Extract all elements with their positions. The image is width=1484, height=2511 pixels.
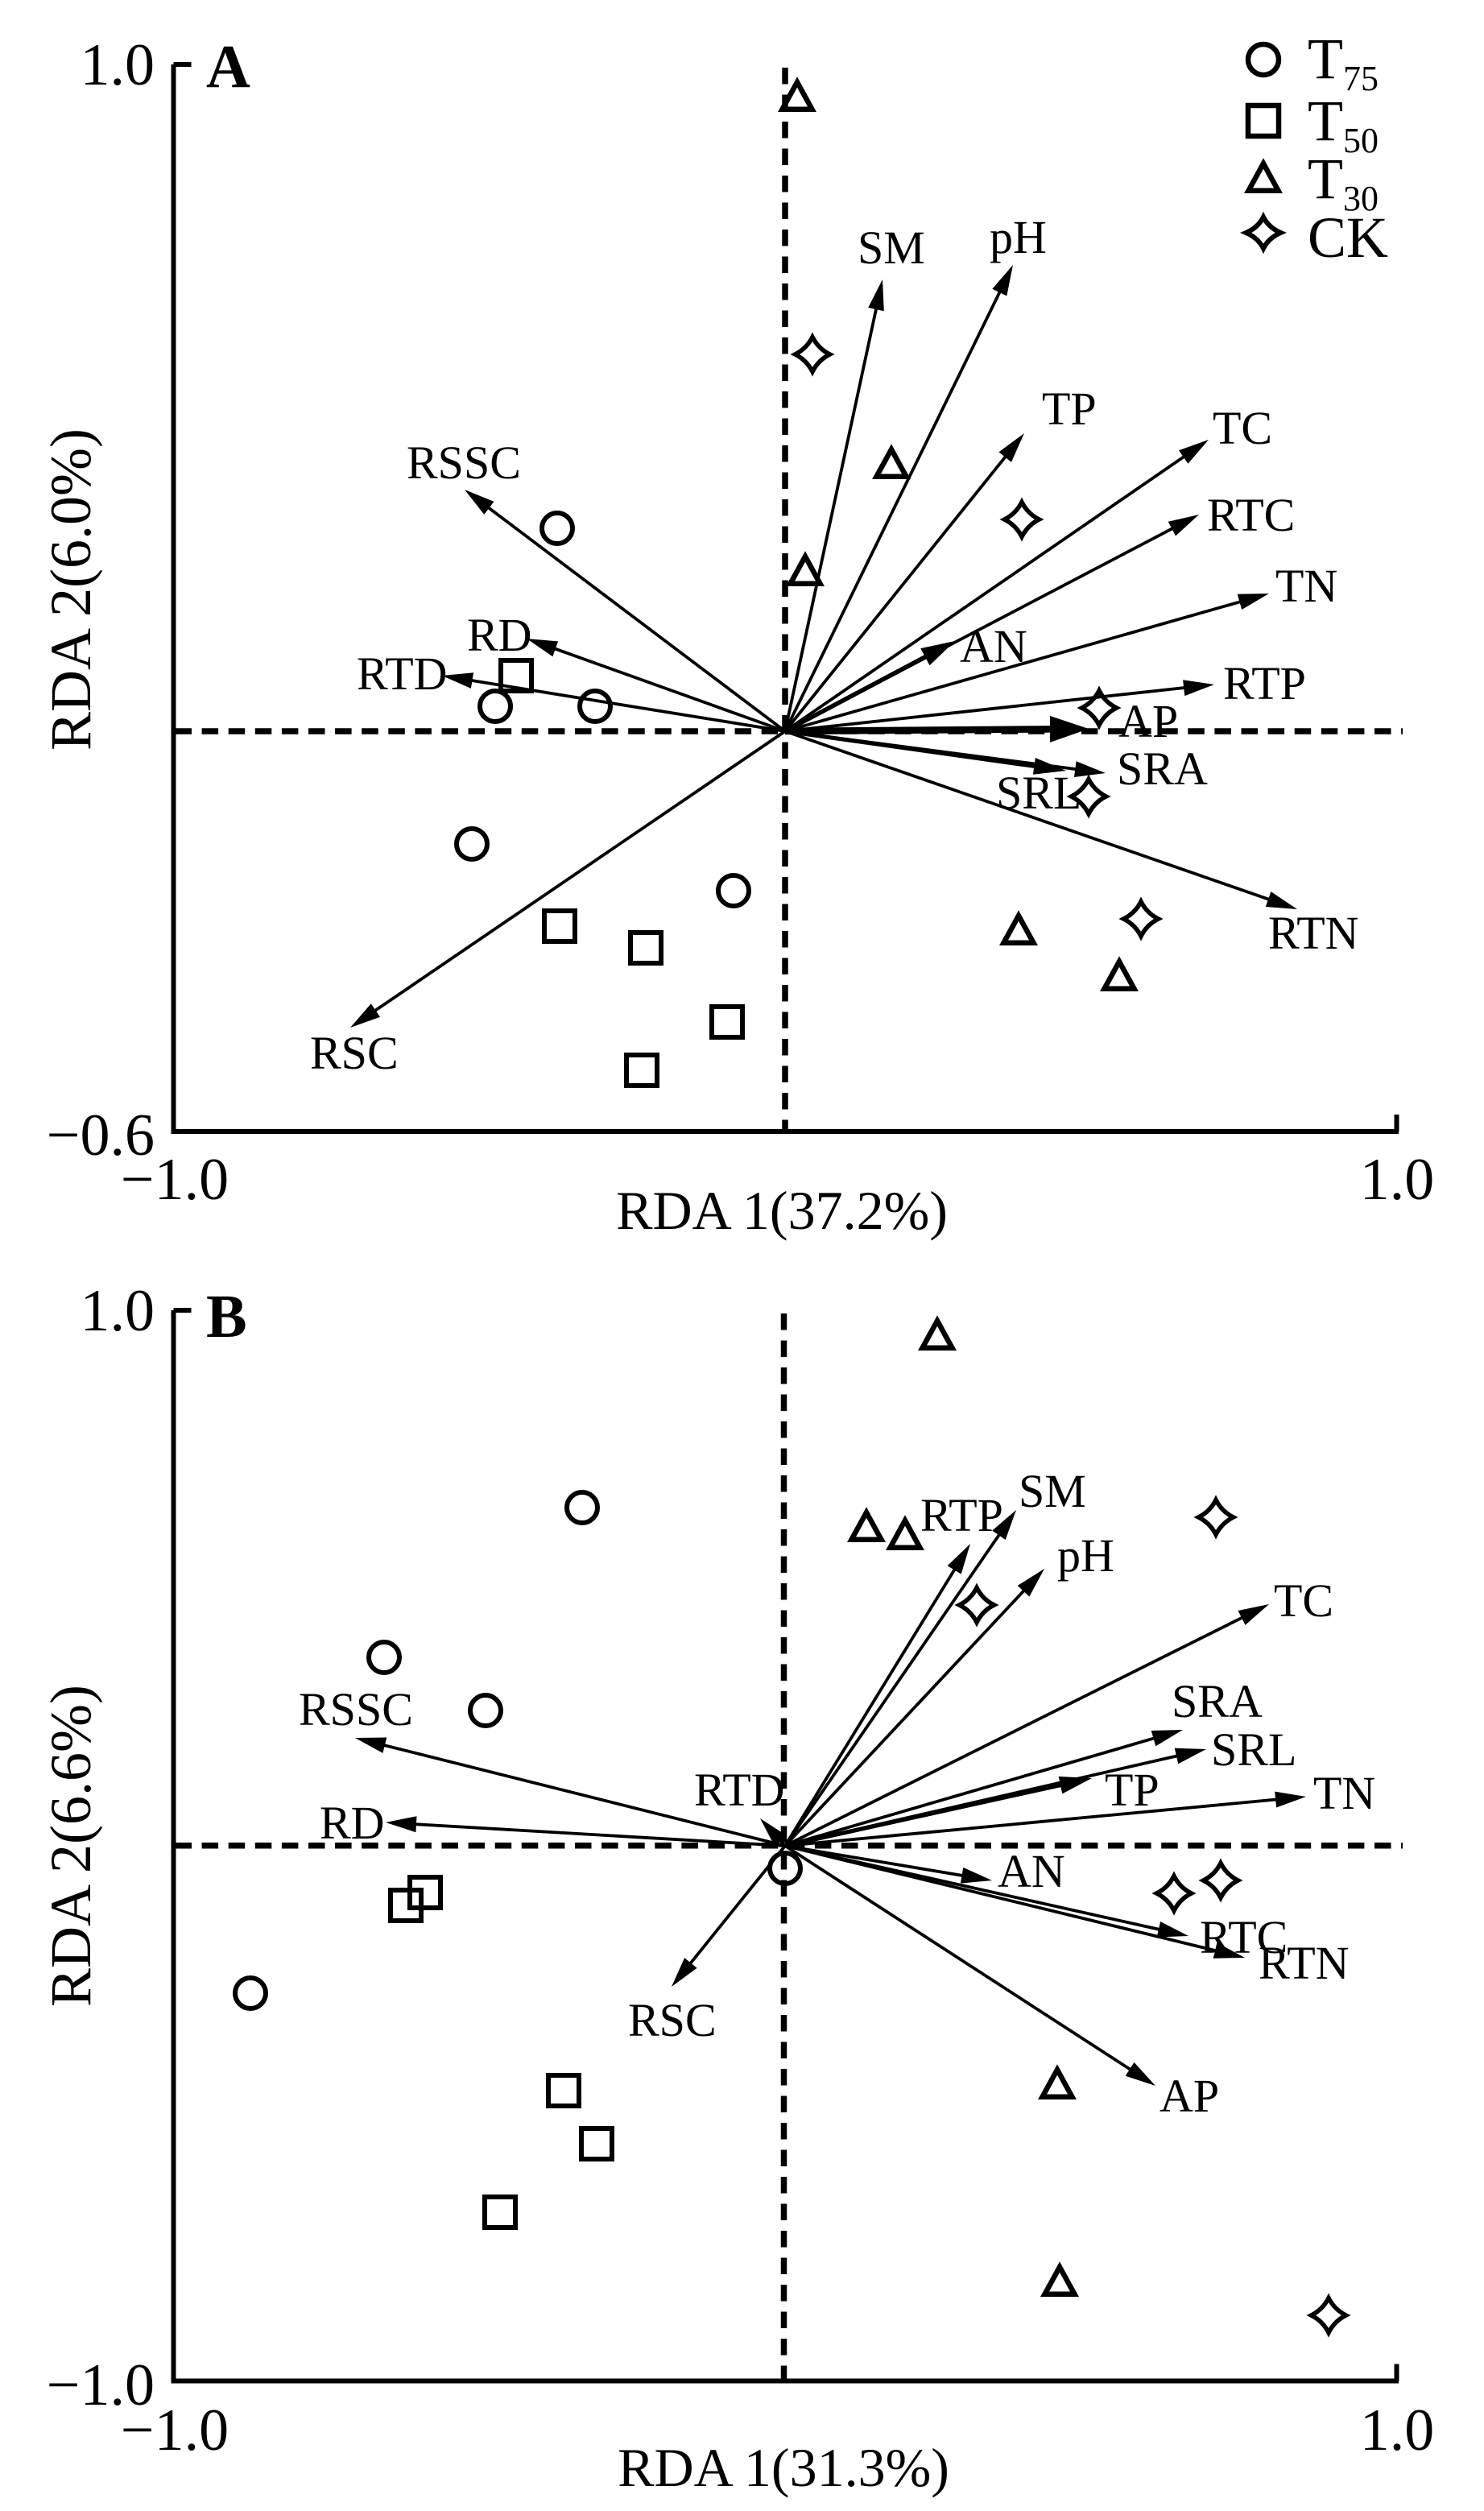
svg-text:RTP: RTP bbox=[1223, 657, 1306, 709]
svg-text:RDA 1(37.2%): RDA 1(37.2%) bbox=[616, 1180, 948, 1241]
svg-text:RTD: RTD bbox=[357, 647, 448, 700]
svg-text:−1.0: −1.0 bbox=[121, 2397, 229, 2463]
svg-text:TC: TC bbox=[1213, 402, 1272, 454]
svg-text:1.0: 1.0 bbox=[81, 1278, 155, 1344]
svg-text:RSSC: RSSC bbox=[299, 1683, 413, 1735]
svg-text:RDA 2(6.6%): RDA 2(6.6%) bbox=[39, 1685, 103, 2007]
svg-text:SRL: SRL bbox=[1211, 1723, 1296, 1776]
svg-text:RSC: RSC bbox=[628, 1994, 717, 2046]
svg-text:AP: AP bbox=[1118, 695, 1178, 747]
svg-text:SM: SM bbox=[858, 221, 925, 274]
svg-text:RSSC: RSSC bbox=[407, 436, 521, 489]
svg-text:−1.0: −1.0 bbox=[47, 2352, 155, 2418]
svg-text:TP: TP bbox=[1042, 383, 1097, 435]
svg-text:SM: SM bbox=[1019, 1465, 1086, 1517]
svg-text:B: B bbox=[206, 1283, 247, 1351]
svg-text:1.0: 1.0 bbox=[1360, 2397, 1435, 2463]
svg-text:AN: AN bbox=[960, 620, 1027, 672]
svg-text:RD: RD bbox=[467, 609, 532, 661]
svg-text:RTN: RTN bbox=[1268, 907, 1359, 959]
svg-text:TP: TP bbox=[1105, 1764, 1160, 1816]
svg-text:AN: AN bbox=[998, 1845, 1065, 1897]
svg-text:AP: AP bbox=[1160, 2070, 1219, 2122]
svg-text:A: A bbox=[206, 33, 250, 101]
svg-text:CK: CK bbox=[1308, 205, 1388, 270]
svg-text:RDA 2(6.0%): RDA 2(6.0%) bbox=[39, 428, 103, 751]
svg-text:TC: TC bbox=[1274, 1574, 1333, 1627]
svg-text:RTD: RTD bbox=[694, 1764, 785, 1816]
svg-text:RTC: RTC bbox=[1207, 489, 1295, 541]
svg-text:RTN: RTN bbox=[1259, 1937, 1350, 1989]
svg-text:−1.0: −1.0 bbox=[121, 1147, 229, 1213]
svg-text:SRA: SRA bbox=[1172, 1675, 1263, 1727]
svg-text:1.0: 1.0 bbox=[81, 32, 155, 98]
svg-text:TN: TN bbox=[1275, 560, 1337, 612]
svg-text:RDA 1(31.3%): RDA 1(31.3%) bbox=[618, 2437, 949, 2498]
svg-text:TN: TN bbox=[1313, 1767, 1375, 1819]
svg-text:SRL: SRL bbox=[996, 767, 1081, 819]
svg-text:RSC: RSC bbox=[310, 1027, 399, 1079]
svg-text:SRA: SRA bbox=[1117, 743, 1208, 795]
svg-text:1.0: 1.0 bbox=[1360, 1147, 1435, 1213]
svg-text:RTC: RTC bbox=[1200, 1911, 1288, 1963]
svg-text:pH: pH bbox=[990, 211, 1047, 263]
svg-text:−0.6: −0.6 bbox=[47, 1102, 155, 1169]
svg-text:RD: RD bbox=[320, 1797, 385, 1849]
svg-text:pH: pH bbox=[1057, 1529, 1114, 1582]
svg-text:RTP: RTP bbox=[920, 1489, 1003, 1541]
